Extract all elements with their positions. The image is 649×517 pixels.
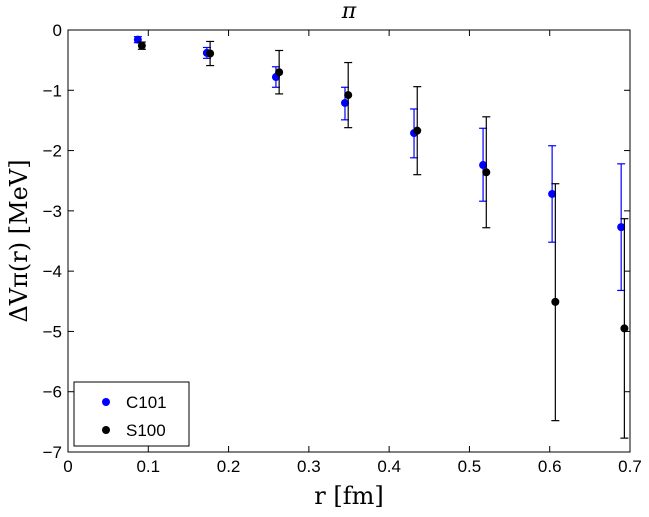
y-tick-label: −2 (43, 142, 62, 161)
y-tick-label: −4 (43, 262, 62, 281)
data-point-s100 (551, 297, 560, 306)
x-tick-label: 0.1 (136, 457, 160, 476)
series-s100 (137, 40, 629, 439)
y-tick-label: −7 (43, 443, 62, 462)
x-tick-label: 0 (63, 457, 72, 476)
data-point-c101 (548, 189, 557, 198)
legend-box (73, 381, 190, 447)
data-point-s100 (482, 168, 491, 177)
legend-label-s100: S100 (126, 421, 166, 440)
legend-label-c101: C101 (126, 393, 167, 412)
legend: C101 S100 (73, 381, 190, 447)
series-c101 (133, 35, 626, 292)
y-axis-label: ΔVπ(r) [MeV] (5, 159, 33, 322)
x-tick-label: 0.5 (458, 457, 482, 476)
chart-title: π (341, 0, 357, 24)
x-axis-label: r [fm] (314, 482, 383, 510)
legend-marker-s100 (102, 426, 110, 434)
data-point-s100 (344, 91, 353, 100)
y-tick-label: −1 (43, 81, 62, 100)
data-point-s100 (275, 68, 284, 77)
legend-marker-c101 (102, 398, 110, 406)
data-point-c101 (479, 161, 488, 170)
y-tick-label: −3 (43, 202, 62, 221)
x-tick-label: 0.4 (377, 457, 401, 476)
data-point-s100 (620, 324, 629, 333)
data-point-s100 (413, 126, 422, 135)
data-point-c101 (340, 98, 349, 107)
y-tick-label: 0 (53, 21, 62, 40)
plot-frame (67, 29, 631, 453)
x-tick-label: 0.7 (618, 457, 642, 476)
x-axis: 0 0.1 0.2 0.3 0.4 0.5 0.6 0.7 (63, 30, 642, 476)
data-point-s100 (206, 49, 215, 58)
x-tick-label: 0.3 (297, 457, 321, 476)
data-point-s100 (137, 41, 146, 50)
data-point-c101 (617, 223, 626, 232)
y-tick-label: −5 (43, 322, 62, 341)
plot-layer (133, 35, 629, 439)
x-tick-label: 0.6 (538, 457, 562, 476)
y-tick-label: −6 (43, 383, 62, 402)
y-axis: 0 −1 −2 −3 −4 −5 −6 −7 (43, 21, 630, 462)
x-tick-label: 0.2 (217, 457, 241, 476)
